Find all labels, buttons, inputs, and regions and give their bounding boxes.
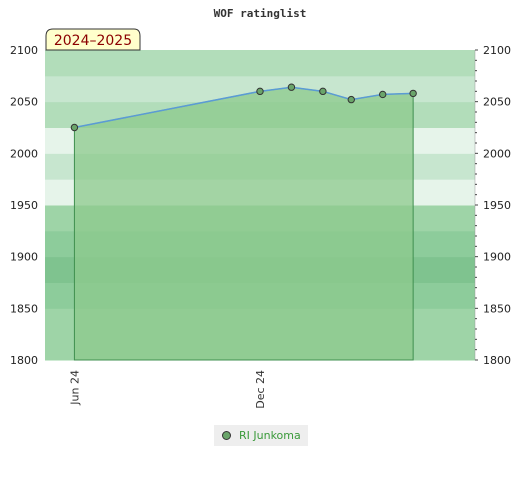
data-markers [70, 83, 417, 132]
y-tick-label: 2000 [483, 147, 511, 160]
y-axis-right: 1800 1850 1900 1950 2000 2050 2100 [474, 44, 511, 367]
data-point [319, 87, 327, 96]
y-tick-label: 1800 [10, 354, 38, 367]
background-band [45, 50, 475, 77]
data-point [409, 89, 417, 98]
rating-area [73, 86, 414, 361]
y-axis-left: 1800 1850 1900 1950 2000 2050 2100 [10, 44, 38, 367]
data-point [379, 90, 387, 99]
y-tick-label: 1850 [483, 302, 511, 315]
x-tick-label: Dec 24 [254, 370, 267, 409]
y-tick-label: 2000 [10, 147, 38, 160]
y-tick-label: 1950 [483, 199, 511, 212]
season-badge-label: 2024–2025 [54, 33, 132, 49]
y-tick-label: 2050 [483, 96, 511, 109]
x-axis: Jun 24 Dec 24 [68, 370, 267, 409]
y-tick-label: 2100 [483, 44, 511, 57]
season-badge: 2024–2025 [45, 28, 141, 51]
legend[interactable]: RI Junkoma [214, 425, 308, 446]
x-tick-label: Jun 24 [68, 370, 81, 406]
y-tick-label: 2100 [10, 44, 38, 57]
y-tick-label: 1900 [10, 251, 38, 264]
data-point [70, 123, 79, 132]
y-tick-label: 2050 [10, 96, 38, 109]
y-tick-label: 1950 [10, 199, 38, 212]
y-tick-label: 1800 [483, 354, 511, 367]
data-point [287, 83, 296, 91]
chart-title: WOF ratinglist [214, 7, 307, 20]
data-point [256, 87, 264, 96]
y-tick-label: 1900 [483, 251, 511, 264]
legend-label: RI Junkoma [239, 429, 301, 442]
data-point [347, 95, 355, 104]
y-tick-label: 1850 [10, 302, 38, 315]
legend-marker-icon [222, 431, 231, 440]
